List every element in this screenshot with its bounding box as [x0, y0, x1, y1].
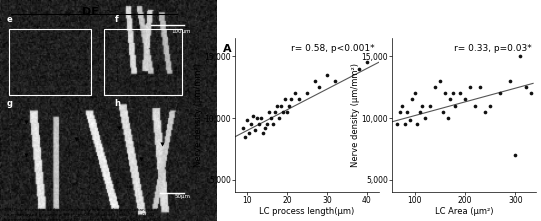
- Point: [411, 91, 419, 95]
- Point: [395, 110, 404, 114]
- Point: [283, 110, 292, 114]
- Point: [245, 131, 254, 135]
- Point: [331, 79, 339, 83]
- Point: [354, 67, 363, 70]
- Point: [441, 91, 450, 95]
- Point: [438, 110, 447, 114]
- Point: [261, 126, 269, 130]
- Point: [253, 116, 261, 120]
- Point: [461, 98, 470, 101]
- Y-axis label: Nerve density (μm/mm²): Nerve density (μm/mm²): [351, 63, 360, 167]
- Point: [398, 104, 407, 107]
- Point: [506, 79, 515, 83]
- Point: [247, 122, 255, 126]
- Bar: [104, 29, 182, 95]
- Text: r= 0.58, p<0.001*: r= 0.58, p<0.001*: [291, 44, 374, 53]
- Point: [251, 129, 260, 132]
- Point: [408, 98, 417, 101]
- Text: DE: DE: [82, 7, 100, 17]
- Text: A: A: [223, 44, 232, 54]
- Point: [476, 85, 485, 89]
- Point: [448, 91, 457, 95]
- Point: [265, 110, 274, 114]
- Point: [471, 104, 479, 107]
- Point: [255, 122, 263, 126]
- Point: [311, 79, 319, 83]
- Y-axis label: Nerve density (μm/mm²): Nerve density (μm/mm²): [194, 63, 203, 167]
- Point: [521, 85, 530, 89]
- Point: [403, 110, 412, 114]
- Point: [486, 104, 494, 107]
- Point: [243, 119, 252, 122]
- Point: [259, 131, 268, 135]
- Point: [413, 122, 421, 126]
- Point: [443, 116, 452, 120]
- Text: r= 0.33, p=0.03*: r= 0.33, p=0.03*: [453, 44, 531, 53]
- Point: [431, 85, 439, 89]
- Point: [271, 110, 280, 114]
- Bar: [9, 29, 91, 95]
- Point: [295, 98, 304, 101]
- Point: [241, 135, 249, 138]
- Point: [287, 98, 295, 101]
- Point: [303, 91, 312, 95]
- X-axis label: LC Area (μm²): LC Area (μm²): [434, 207, 493, 216]
- Point: [273, 104, 281, 107]
- Point: [322, 73, 331, 76]
- Point: [239, 126, 248, 130]
- Point: [481, 110, 490, 114]
- Point: [275, 116, 283, 120]
- Point: [393, 122, 401, 126]
- Text: e: e: [6, 15, 12, 24]
- Point: [446, 98, 454, 101]
- Point: [511, 153, 520, 157]
- Point: [263, 122, 272, 126]
- Point: [466, 85, 474, 89]
- Point: [451, 104, 459, 107]
- Point: [415, 110, 424, 114]
- Point: [267, 116, 275, 120]
- Text: g: g: [6, 99, 12, 108]
- Text: f: f: [115, 15, 118, 24]
- Text: 4-B) Determination of the mean density and morphological changes of
its represen: 4-B) Determination of the mean density a…: [4, 208, 162, 221]
- Point: [526, 91, 535, 95]
- Text: —: —: [236, 53, 246, 63]
- Point: [249, 114, 258, 117]
- Point: [257, 116, 266, 120]
- Point: [362, 61, 371, 64]
- Point: [516, 54, 525, 58]
- Point: [426, 104, 434, 107]
- Point: [436, 79, 444, 83]
- X-axis label: LC process length(μm): LC process length(μm): [259, 207, 355, 216]
- Text: h: h: [115, 99, 121, 108]
- Text: 50μm: 50μm: [174, 194, 190, 200]
- Point: [315, 85, 324, 89]
- Point: [285, 104, 293, 107]
- Point: [279, 110, 287, 114]
- Text: 100μm: 100μm: [171, 29, 190, 34]
- Point: [291, 91, 299, 95]
- Point: [277, 104, 286, 107]
- Point: [420, 116, 429, 120]
- Point: [418, 104, 427, 107]
- Point: [456, 91, 465, 95]
- Point: [496, 91, 505, 95]
- Point: [406, 119, 414, 122]
- Point: [400, 122, 409, 126]
- Point: [269, 122, 278, 126]
- Point: [281, 98, 289, 101]
